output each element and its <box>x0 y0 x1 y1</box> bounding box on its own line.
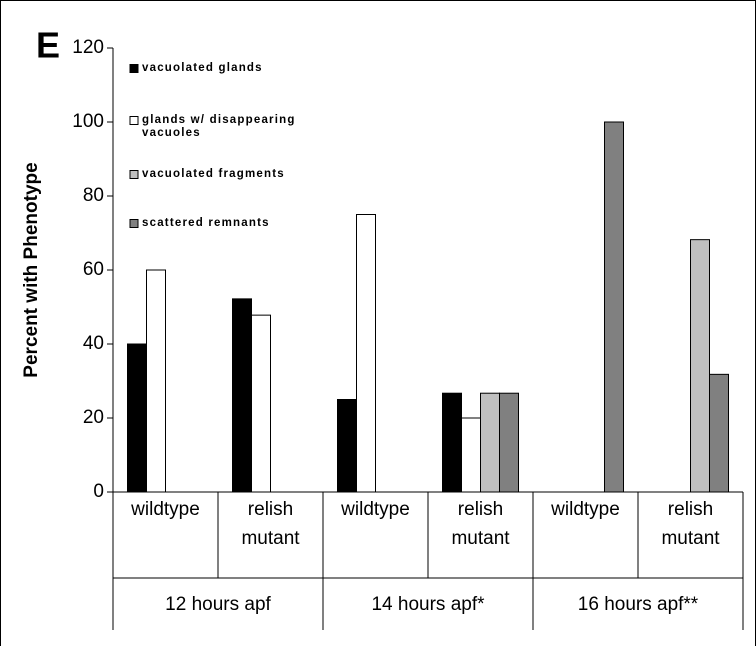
x-tick-label: wildtype <box>551 499 620 520</box>
bar <box>232 298 252 493</box>
bar <box>337 399 357 493</box>
group-label: 14 hours apf* <box>371 594 485 615</box>
x-tick-label: relish mutant <box>661 499 720 549</box>
legend-label: scattered remnants <box>142 217 270 229</box>
x-tick-label: wildtype <box>131 499 200 520</box>
bar <box>356 214 376 493</box>
legend-swatch <box>129 64 139 73</box>
y-tick-label: 40 <box>83 333 104 354</box>
bar <box>127 343 147 493</box>
bar <box>146 269 166 493</box>
y-tick-label: 120 <box>72 37 104 58</box>
legend-swatch <box>129 170 139 179</box>
bar <box>499 392 519 493</box>
legend-swatch <box>129 219 139 228</box>
group-label: 16 hours apf** <box>577 594 699 615</box>
legend-label: vacuolated fragments <box>142 168 285 180</box>
x-tick-label: relish mutant <box>241 499 300 549</box>
bar <box>480 392 500 493</box>
legend-label: vacuolated glands <box>142 62 263 74</box>
y-tick-label: 100 <box>72 111 104 132</box>
bar <box>604 121 624 493</box>
y-axis-label: Percent with Phenotype <box>21 162 42 377</box>
x-tick-label: relish mutant <box>451 499 510 549</box>
y-tick-label: 60 <box>83 259 104 280</box>
y-tick-label: 80 <box>83 185 104 206</box>
bar <box>442 392 462 493</box>
bar <box>690 239 710 493</box>
panel-label: E <box>36 25 60 66</box>
y-tick-label: 0 <box>93 481 104 502</box>
group-label: 12 hours apf <box>165 594 271 615</box>
x-tick-label: wildtype <box>341 499 410 520</box>
bar <box>461 417 481 493</box>
y-tick-label: 20 <box>83 407 104 428</box>
bar <box>251 314 271 493</box>
legend-swatch <box>129 116 139 125</box>
legend-label: glands w/ disappearing vacuoles <box>142 114 296 139</box>
bar <box>709 373 729 493</box>
